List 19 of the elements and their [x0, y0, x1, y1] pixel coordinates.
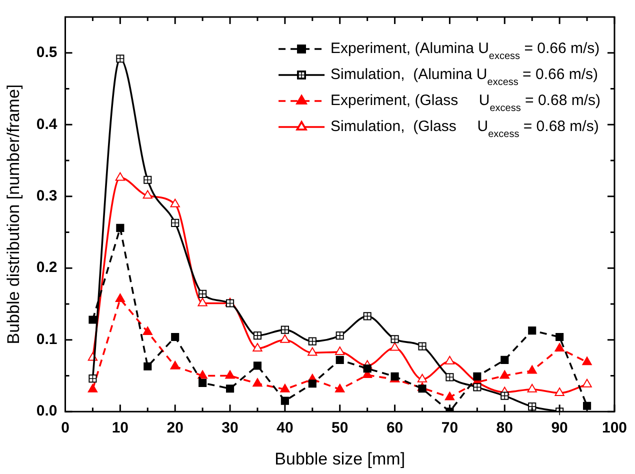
x-tick-label: 40 [276, 420, 294, 437]
y-tick-label: 0.4 [36, 116, 58, 133]
y-tick-label: 0.2 [36, 259, 58, 276]
x-tick-label: 30 [222, 420, 238, 437]
x-tick-label: 60 [386, 420, 404, 437]
x-tick-label: 10 [112, 420, 129, 437]
x-tick-label: 80 [496, 420, 513, 437]
x-tick-label: 50 [332, 420, 348, 437]
y-tick-label: 0.3 [36, 188, 58, 205]
y-axis-title: Bubble distribution [number/frame] [4, 84, 23, 344]
x-tick-label: 70 [441, 420, 458, 437]
x-tick-label: 0 [61, 420, 70, 437]
y-tick-label: 0.0 [36, 402, 58, 420]
x-tick-label: 20 [166, 420, 184, 437]
x-tick-label: 90 [551, 420, 568, 437]
x-axis-title: Bubble size [mm] [274, 449, 406, 468]
x-tick-label: 100 [602, 420, 627, 437]
y-tick-label: 0.1 [36, 330, 58, 348]
y-tick-label: 0.5 [36, 44, 58, 62]
